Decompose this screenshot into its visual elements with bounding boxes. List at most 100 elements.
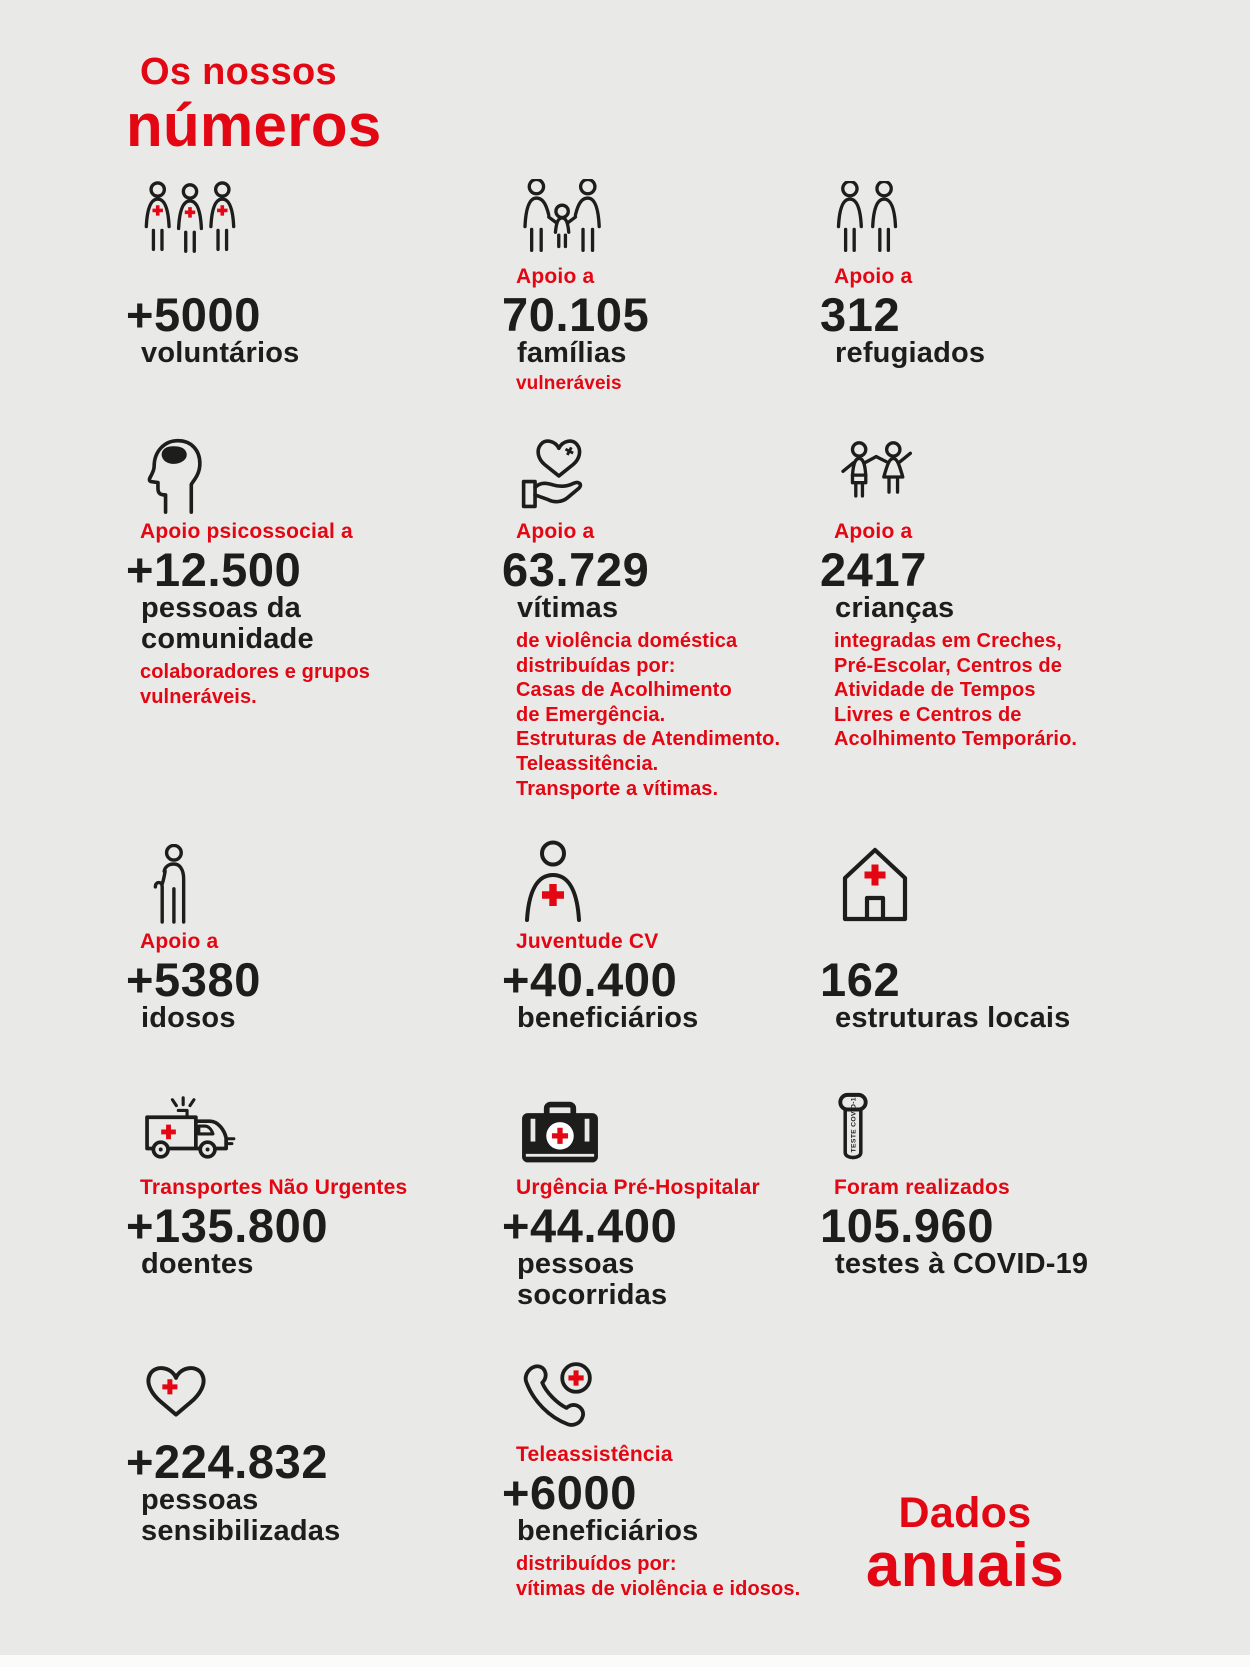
stat-note-line: Atividade de Tempos [834, 679, 1036, 702]
stat-value: 312 [820, 288, 901, 341]
stat-note-line: integradas em Creches, [834, 630, 1062, 653]
stat-sub-label: doentes [126, 1248, 476, 1280]
page-title-line2: números [126, 91, 382, 159]
stat-value: +44.400 [502, 1199, 678, 1252]
stat-sub-line: idosos [141, 1002, 236, 1034]
stat-families: Apoio a 70.105 famílias vulneráveis [502, 179, 852, 395]
stat-sub-label: vítimas [502, 592, 852, 624]
stat-people-sensitized: +224.832 pessoas sensibilizadas [126, 1360, 476, 1547]
stat-children: Apoio a 2417 crianças integradas em Crec… [820, 434, 1170, 752]
stat-top-label [126, 265, 476, 289]
stat-sub-label: estruturas locais [820, 1002, 1170, 1034]
heart-cross-icon [146, 1366, 206, 1417]
red-cross [542, 884, 564, 906]
stat-note-line: vulneráveis [516, 373, 622, 395]
annual-data-line2: anuais [865, 1531, 1065, 1600]
stat-note-line: Estruturas de Atendimento. [516, 728, 781, 751]
stat-value: +5000 [126, 288, 262, 341]
stat-sub-label: beneficiários [502, 1002, 852, 1034]
family-icon [523, 179, 601, 253]
stat-top-label: Foram realizados [834, 1176, 1010, 1199]
stat-top-label: Teleassistência [516, 1443, 673, 1466]
red-cross [864, 864, 886, 886]
stat-elderly: Apoio a +5380 idosos [126, 836, 476, 1034]
stat-sub-label: voluntários [126, 337, 476, 369]
stat-sub-line: pessoas da [141, 592, 301, 624]
youth-cv-icon [525, 840, 581, 922]
stat-note-line: de Emergência. [516, 703, 666, 726]
red-cross [162, 1379, 178, 1395]
volunteers-icon [144, 181, 236, 253]
page-title: Os nossos números [126, 51, 382, 159]
stat-note-line: Livres e Centros de [834, 703, 1022, 726]
stat-note-line: colaboradores e grupos [140, 661, 371, 684]
stat-sub-label: pessoas sensibilizadas [126, 1484, 476, 1548]
stat-value: +40.400 [502, 953, 678, 1006]
stat-note-line: vítimas de violência e idosos. [516, 1577, 801, 1600]
stat-sub-label: pessoas socorridas [502, 1248, 852, 1311]
stat-sub-line: beneficiários [517, 1515, 699, 1547]
local-structure-icon [842, 847, 908, 922]
stat-top-label: Apoio a [516, 265, 595, 288]
stat-non-urgent-transports: Transportes Não Urgentes +135.800 doente… [126, 1082, 476, 1280]
page-bottom-strip [0, 1655, 1250, 1667]
stat-sub-line: pessoas [517, 1248, 635, 1280]
stat-sub-line: sensibilizadas [141, 1515, 341, 1548]
stat-notes: integradas em Creches, Pré-Escolar, Cent… [820, 629, 1170, 752]
red-cross [161, 1124, 176, 1140]
stat-sub-label: refugiados [820, 337, 1170, 369]
stat-note-line: Pré-Escolar, Centros de [834, 654, 1062, 677]
stat-sub-line: beneficiários [517, 1002, 699, 1034]
stat-sub-line: testes à COVID-19 [835, 1248, 1089, 1280]
stat-psychosocial: Apoio psicossocial a +12.500 pessoas da … [126, 434, 476, 709]
stat-note-line: Teleassitência. [516, 752, 659, 775]
stat-value: 63.729 [502, 543, 650, 596]
stat-notes: de violência doméstica distribuídas por:… [502, 629, 852, 801]
stat-covid-tests: TESTE COVID-19 Foram realizados 105.960 … [820, 1082, 1170, 1280]
stat-youth-cv: Juventude CV +40.400 beneficiários [502, 836, 852, 1034]
stat-sub-line: estruturas locais [835, 1002, 1071, 1034]
stat-note-line: de violência doméstica [516, 630, 738, 653]
first-aid-kit-icon [522, 1101, 598, 1163]
stat-note-line: vulneráveis. [140, 685, 257, 708]
stat-value: +6000 [502, 1466, 638, 1519]
stat-top-label: Apoio a [834, 265, 913, 288]
stat-value: 162 [820, 953, 901, 1006]
elderly-icon [153, 844, 186, 924]
brain-shape [161, 446, 187, 464]
stat-sub-line: comunidade [141, 623, 314, 656]
stat-note-line: distribuídas por: [516, 654, 676, 677]
red-cross [152, 205, 228, 218]
stat-note-line: Acolhimento Temporário. [834, 728, 1078, 751]
red-cross [568, 1370, 584, 1386]
stat-pre-hospital-emergency: Urgência Pré-Hospitalar +44.400 pessoas … [502, 1082, 852, 1311]
annual-data-caption: Dados anuais [835, 1492, 1095, 1597]
stat-note-line: distribuídos por: [516, 1553, 677, 1576]
ambulance-icon [145, 1096, 236, 1159]
stat-sub-label: pessoas da comunidade [126, 592, 476, 656]
refugees-icon [836, 181, 898, 253]
stat-volunteers: +5000 voluntários [126, 181, 476, 369]
heart-hand-icon [521, 439, 583, 509]
stat-note-line: Casas de Acolhimento [516, 679, 732, 702]
stat-notes: distribuídos por: vítimas de violência e… [502, 1552, 852, 1601]
stat-sub-line: refugiados [835, 337, 986, 369]
stat-sub-line: crianças [835, 592, 955, 624]
stat-top-label: Apoio a [516, 520, 595, 543]
stat-value: 2417 [820, 543, 927, 596]
stat-top-label: Apoio psicossocial a [140, 520, 353, 543]
stat-top-label: Transportes Não Urgentes [140, 1176, 408, 1199]
stat-notes: colaboradores e grupos vulneráveis. [126, 660, 476, 709]
stat-value: +224.832 [126, 1435, 329, 1488]
stat-sub-label: beneficiários [502, 1515, 852, 1547]
stat-sub-line: famílias [517, 337, 627, 369]
stat-top-label [820, 930, 1170, 954]
covid-test-icon: TESTE COVID-19 [838, 1092, 868, 1160]
psychosocial-icon [147, 438, 202, 514]
stat-teleassistance: Teleassistência +6000 beneficiários dist… [502, 1362, 852, 1601]
stat-sub-label: idosos [126, 1002, 476, 1034]
stat-sub-label: famílias [502, 337, 852, 369]
teleassistance-phone-icon [523, 1362, 592, 1427]
stat-value: 105.960 [820, 1199, 995, 1252]
